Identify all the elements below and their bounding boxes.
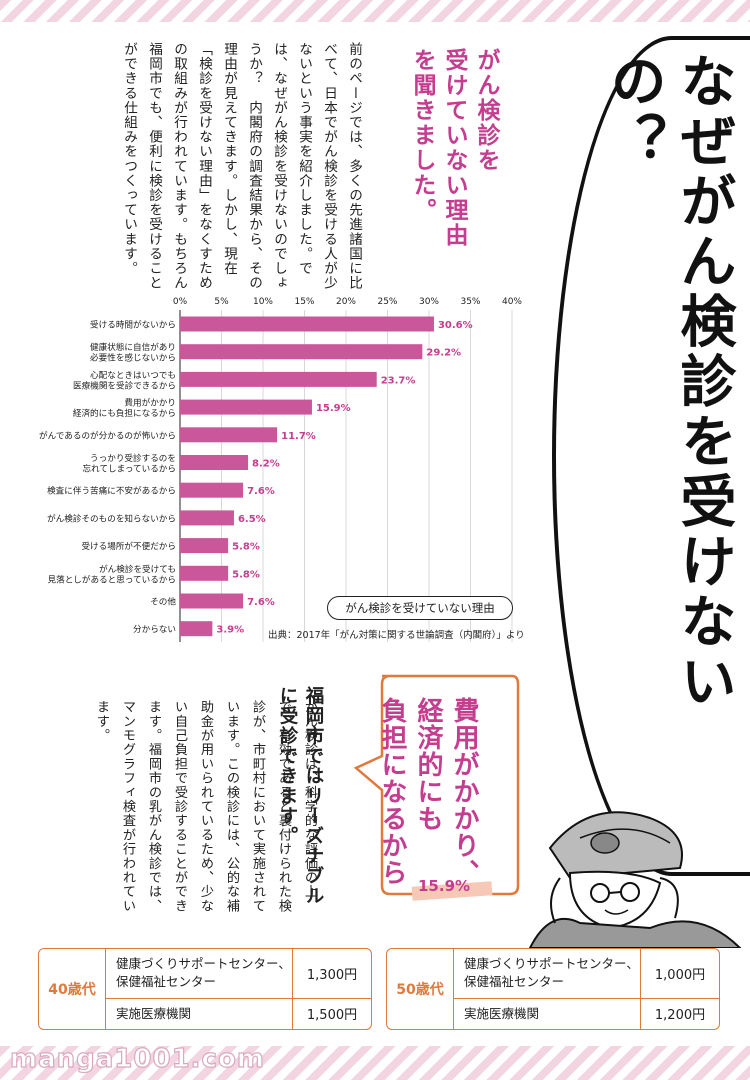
category-label: 費用がかかり	[124, 397, 176, 409]
table-row: 実施医療機関 1,500円	[105, 998, 371, 1029]
table-row: 健康づくりサポートセンター、保健福祉センター 1,000円	[453, 949, 719, 999]
section-heading-line: 受けていない理由	[441, 48, 467, 248]
age-label: 50歳代	[396, 982, 444, 998]
data-label: 29.2%	[426, 348, 461, 359]
bubble-text-line: 費用がかかり、	[449, 697, 479, 886]
bar	[180, 427, 278, 443]
data-label: 7.6%	[247, 597, 275, 608]
bar	[180, 565, 229, 581]
bubble-text: 費用がかかり、 経済的にも 負担になるから	[374, 697, 482, 887]
table-row: 実施医療機関 1,200円	[453, 998, 719, 1029]
tick-label: 30%	[419, 297, 439, 307]
place-cell: 健康づくりサポートセンター、保健福祉センター	[464, 956, 639, 989]
lower-heading-line: に受診できます。	[277, 686, 298, 846]
price-cell: 1,300円	[292, 949, 371, 998]
category-label: がんであるのが分かるのが怖いから	[39, 429, 176, 441]
category-label: 医療機関を受診できるから	[73, 379, 176, 391]
tick-label: 10%	[253, 297, 273, 307]
bubble-text-line: 経済的にも	[413, 697, 443, 832]
bar	[180, 371, 377, 387]
data-label: 8.2%	[252, 459, 280, 470]
category-label: がん検診を受けても	[99, 563, 176, 575]
bar	[180, 399, 312, 415]
chart-title: がん検診を受けていない理由	[327, 596, 513, 620]
bar-chart: 0% 5% 10% 15% 20% 25% 30% 35% 40% 30.6% 受ける時間がないから…	[39, 297, 522, 642]
category-label: 心配なときはいつでも	[90, 370, 176, 381]
data-label: 3.9%	[216, 625, 244, 636]
lower-heading-line: 福岡市ではリーズナブル	[303, 686, 324, 906]
tick-label: 5%	[214, 297, 229, 307]
bar	[180, 538, 229, 554]
category-label: 健康状態に自信があり	[90, 341, 176, 353]
category-label: がん検診そのものを知らないから	[47, 512, 176, 524]
data-label: 30.6%	[438, 320, 473, 331]
data-label: 5.8%	[232, 569, 260, 580]
source-note: 出典：2017年「がん対策に関する世論調査（内閣府）」より	[268, 630, 525, 641]
category-label: 忘れてしまっているから	[83, 463, 177, 475]
bar	[180, 482, 244, 498]
category-label: 分からない	[133, 624, 176, 635]
section-heading-line: を聞きました。	[409, 48, 435, 223]
data-label: 7.6%	[247, 486, 275, 497]
category-label: その他	[150, 596, 176, 608]
age-label: 40歳代	[48, 982, 96, 998]
tick-label: 35%	[460, 297, 480, 307]
tick-label: 15%	[294, 297, 314, 307]
watermark: manga1001.com	[9, 1043, 265, 1074]
orange-speech-bubble	[353, 674, 520, 896]
page-title: なぜがん検診を受けないの？	[601, 52, 736, 712]
data-label: 6.5%	[238, 514, 266, 525]
category-label: 見落としがあると思っているから	[48, 573, 176, 585]
bar	[180, 510, 234, 526]
section-heading: がん検診を 受けていない理由 を聞きました。	[406, 48, 502, 248]
price-cell: 1,200円	[640, 998, 719, 1029]
bar	[180, 455, 249, 470]
top-stripe	[0, 0, 750, 22]
section-heading-line: がん検診を	[473, 48, 499, 173]
tick-label: 25%	[377, 297, 397, 307]
category-label: 受ける場所が不便だから	[81, 540, 176, 552]
price-table-50s: 50歳代 健康づくりサポートセンター、保健福祉センター 1,000円 実施医療機…	[386, 948, 720, 1030]
data-label: 11.7%	[281, 431, 316, 442]
lower-paragraph: がん検診は、科学的な評価の上で、有効であると裏付けられた検診が、市町村において実…	[94, 700, 317, 913]
bar	[180, 316, 434, 332]
speech-bubble	[552, 36, 750, 876]
category-label: 経済的にも負担になるから	[73, 407, 176, 419]
character-illustration	[528, 811, 742, 948]
bubble-percent: 15.9%	[418, 877, 471, 895]
category-label: うっかり受診するのを	[90, 452, 176, 464]
lower-heading: 福岡市ではリーズナブル に受診できます。	[274, 686, 326, 936]
category-label: 検査に伴う苦痛に不安があるから	[47, 485, 176, 497]
bar	[180, 621, 213, 637]
category-label: 受ける時間がないから	[90, 319, 176, 331]
place-cell: 健康づくりサポートセンター、保健福祉センター	[116, 956, 291, 989]
data-label: 5.8%	[232, 542, 260, 553]
price-cell: 1,000円	[640, 949, 719, 998]
data-label: 23.7%	[381, 375, 416, 386]
price-cell: 1,500円	[292, 998, 371, 1029]
bottom-stripe	[0, 1046, 750, 1080]
table-row: 健康づくりサポートセンター、保健福祉センター 1,300円	[105, 949, 371, 999]
bar	[180, 344, 423, 360]
place-cell: 実施医療機関	[464, 1006, 540, 1021]
tick-label: 0%	[173, 297, 188, 307]
price-table-40s: 40歳代 健康づくりサポートセンター、保健福祉センター 1,300円 実施医療機…	[38, 948, 372, 1030]
category-label: 必要性を感じないから	[90, 352, 176, 364]
tick-label: 40%	[502, 297, 522, 307]
intro-paragraph: 前のページでは、多くの先進諸国に比べて、日本でがん検診を受ける人が少ないという事…	[121, 42, 362, 291]
bubble-text-line: 負担になるから	[377, 697, 407, 886]
bar	[180, 593, 244, 609]
tick-label: 20%	[336, 297, 356, 307]
place-cell: 実施医療機関	[116, 1006, 192, 1021]
data-label: 15.9%	[316, 403, 351, 414]
